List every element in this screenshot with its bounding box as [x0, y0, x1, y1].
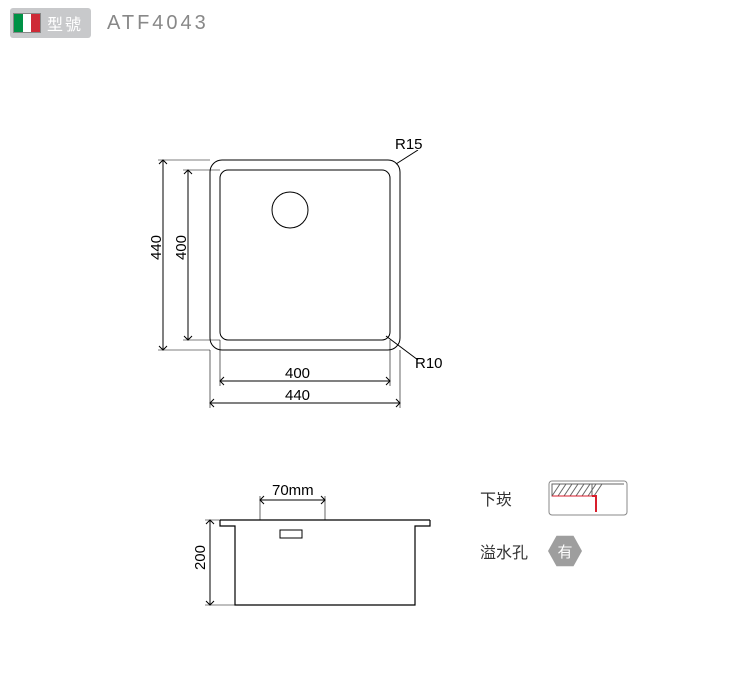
outer-width-label: 440	[285, 387, 310, 404]
inner-height-label: 400	[173, 235, 190, 260]
radius-outer-label: R15	[395, 136, 423, 153]
radius-inner-label: R10	[415, 355, 443, 372]
header: 型號 ATF4043	[0, 0, 739, 46]
drain-offset-label: 70mm	[272, 482, 314, 499]
flag-badge: 型號	[10, 8, 91, 38]
mount-type-label: 下崁	[480, 486, 530, 510]
side-view-diagram: 70mm 200	[200, 490, 460, 635]
undermount-icon	[548, 480, 628, 516]
italy-flag-icon	[13, 13, 41, 33]
inner-width-label: 400	[285, 365, 310, 382]
top-view-diagram: R15 R10 440 400 400 440	[140, 150, 440, 430]
depth-label: 200	[192, 545, 209, 570]
spec-panel: 下崁 溢水孔 有	[480, 480, 628, 586]
outer-height-label: 440	[148, 235, 165, 260]
model-label: 型號	[47, 11, 83, 35]
overflow-label: 溢水孔	[480, 539, 530, 563]
overflow-badge: 有	[548, 534, 582, 568]
model-number: ATF4043	[107, 12, 209, 35]
